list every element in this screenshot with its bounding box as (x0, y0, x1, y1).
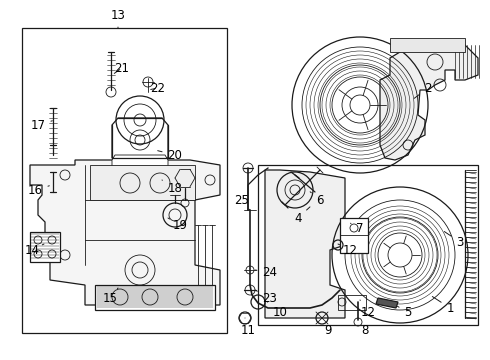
Bar (22, 28, 227, 333)
Text: 25: 25 (235, 194, 250, 210)
Text: 22: 22 (150, 81, 166, 95)
Text: 11: 11 (241, 318, 255, 337)
Text: 9: 9 (322, 318, 332, 337)
Text: 5: 5 (397, 306, 412, 319)
Text: 18: 18 (162, 180, 182, 194)
Text: 16: 16 (27, 184, 49, 197)
Text: 17: 17 (30, 118, 52, 131)
Text: 3: 3 (444, 231, 464, 248)
Polygon shape (380, 40, 478, 160)
Text: 19: 19 (168, 218, 188, 231)
Text: 21: 21 (114, 62, 129, 75)
Text: 4: 4 (294, 207, 310, 225)
Polygon shape (265, 170, 345, 318)
Polygon shape (30, 232, 60, 262)
Polygon shape (112, 118, 168, 158)
Text: 12: 12 (338, 243, 358, 257)
Bar (338, 295, 366, 310)
Text: 7: 7 (350, 221, 364, 234)
Text: 8: 8 (358, 318, 368, 337)
Text: 1: 1 (432, 297, 454, 315)
Polygon shape (90, 165, 195, 200)
Text: 10: 10 (267, 302, 288, 319)
Polygon shape (390, 38, 465, 52)
Text: 2: 2 (414, 81, 432, 98)
Polygon shape (376, 298, 398, 308)
Text: 23: 23 (255, 290, 277, 305)
Text: 20: 20 (158, 149, 182, 162)
Text: 24: 24 (255, 266, 277, 279)
Text: 12: 12 (360, 300, 375, 319)
Polygon shape (112, 155, 168, 168)
Polygon shape (30, 160, 220, 305)
Polygon shape (95, 285, 215, 310)
Bar (340, 218, 368, 253)
Text: 15: 15 (102, 288, 118, 305)
Text: 13: 13 (111, 9, 125, 28)
Bar (258, 165, 478, 325)
Text: 14: 14 (24, 243, 44, 257)
Text: 6: 6 (310, 192, 324, 207)
